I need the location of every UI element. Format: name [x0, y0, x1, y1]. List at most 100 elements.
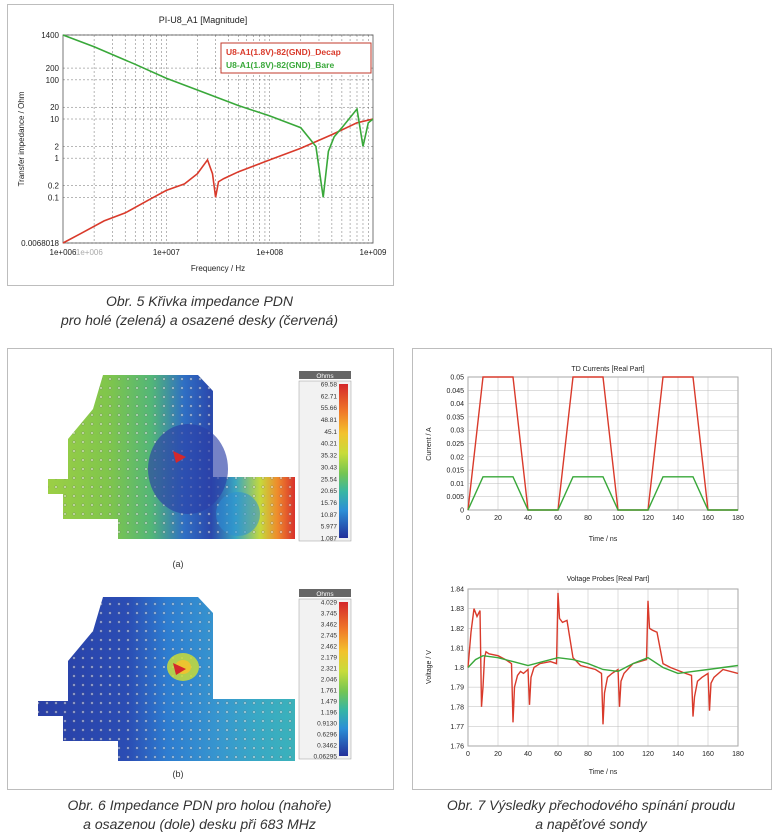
colorbar-tick: 62.71 [321, 393, 338, 400]
fig7-current-xtick: 120 [642, 515, 654, 522]
fig7-current-ytick: 0.035 [446, 414, 464, 421]
colorbar-tick: 40.21 [321, 441, 338, 448]
fig7-current-title: TD Currents [Real Part] [571, 366, 644, 373]
fig5-ylabel: Transfer impedance / Ohm [17, 91, 26, 186]
fig7-voltage-xlabel: Time / ns [589, 769, 618, 776]
fig7-voltage-xtick: 160 [702, 751, 714, 758]
fig7-current-xtick: 20 [494, 515, 502, 522]
fig7-voltage-ytick: 1.82 [450, 626, 464, 633]
probe-marker-b [173, 663, 186, 675]
fig7-current-ytick: 0.005 [446, 494, 464, 501]
fig5-ytick: 100 [46, 76, 60, 85]
fig7-voltage-series-1 [467, 654, 739, 675]
colorbar-tick: 0.6296 [317, 732, 337, 739]
fig7-voltage-xtick: 80 [584, 751, 592, 758]
fig7-voltage-ytick: 1.8 [454, 665, 464, 672]
label-a: (a) [173, 559, 184, 569]
fig7-voltage-title: Voltage Probes [Real Part] [567, 576, 650, 583]
fig7-voltage-xtick: 0 [466, 751, 470, 758]
fig5-caption-line2: pro holé (zelená) a osazené desky (červe… [60, 312, 339, 328]
colorbar-tick: 0.9130 [317, 721, 337, 728]
colorbar-tick: 1.761 [321, 688, 338, 695]
colorbar-tick: 2.745 [321, 633, 338, 640]
fig5-ytick: 0.0068018 [21, 239, 59, 248]
fig7-current-xtick: 60 [554, 515, 562, 522]
fig5-xtick: 1e+007 [153, 248, 180, 257]
fig7-current-series-1 [467, 476, 738, 511]
colorbar-a: Ohms 69.58 62.71 55.66 48.81 45.1 40.21 35.32 3… [298, 371, 352, 543]
fig6-caption: Obr. 6 Impedance PDN pro holou (nahoře) … [7, 796, 392, 834]
fig5-xtick: 1e+006 [76, 248, 103, 257]
impedance-map-bare: (a) [48, 375, 295, 569]
fig5-ytick: 1400 [41, 31, 59, 40]
fig5-title: PI-U8_A1 [Magnitude] [159, 15, 248, 25]
fig7-voltage-ytick: 1.78 [450, 704, 464, 711]
colorbar-tick: 69.58 [321, 382, 338, 389]
fig7-voltage-ytick: 1.83 [450, 606, 464, 613]
colorbar-a-unit: Ohms [316, 373, 334, 380]
fig5-ytick: 1 [55, 154, 60, 163]
fig7-voltage-ytick: 1.76 [450, 744, 464, 751]
colorbar-b: Ohms 4.029 3.745 3.462 2.745 2.462 2.179 2.321… [298, 589, 352, 761]
colorbar-tick: 45.1 [324, 429, 337, 436]
fig7-voltage-series-0 [467, 592, 739, 725]
fig7-frame: TD Currents [Real Part] 0 20 40 60 80 100 120 1… [412, 348, 772, 790]
fig5-chart: PI-U8_A1 [Magnitude] 1400 200 100 20 10 2 1 0.2… [8, 5, 393, 285]
fig7-current-ytick: 0.03 [450, 428, 464, 435]
fig7-voltage-xtick: 40 [524, 751, 532, 758]
fig6-frame: (a) Ohms 69.58 62.71 55.66 48.81 45.1 40.21 35… [7, 348, 394, 790]
fig7-current-xtick: 180 [732, 515, 744, 522]
colorbar-tick: 1.196 [321, 710, 338, 717]
colorbar-tick: 30.43 [321, 464, 338, 471]
fig7-voltage-ylabel: Voltage / V [426, 650, 433, 684]
fig7-current-xtick: 0 [466, 515, 470, 522]
colorbar-tick: 2.321 [321, 666, 338, 673]
fig7-current-xtick: 40 [524, 515, 532, 522]
colorbar-tick: 20.65 [321, 488, 338, 495]
colorbar-tick: 4.029 [321, 600, 338, 607]
colorbar-tick: 3.745 [321, 611, 338, 618]
fig7-current-ytick: 0.025 [446, 441, 464, 448]
fig7-caption-line2: a napěťové sondy [535, 816, 647, 832]
colorbar-tick: 55.66 [321, 405, 338, 412]
fig5-ytick: 200 [46, 64, 60, 73]
fig7-current-xtick: 100 [612, 515, 624, 522]
fig6-caption-line2: a osazenou (dole) desku při 683 MHz [83, 816, 316, 832]
colorbar-tick: 2.046 [321, 677, 338, 684]
fig7-voltage-xtick: 60 [554, 751, 562, 758]
colorbar-tick: 1.087 [321, 536, 338, 543]
fig7-caption-line1: Obr. 7 Výsledky přechodového spínání pro… [446, 797, 736, 813]
colorbar-tick: 2.462 [321, 644, 338, 651]
colorbar-tick: 3.462 [321, 622, 338, 629]
fig7-current-ytick: 0.02 [450, 454, 464, 461]
fig5-series-decap [62, 118, 374, 244]
colorbar-tick: 10.87 [321, 512, 338, 519]
fig7-current-ytick: 0.01 [450, 481, 464, 488]
fig7-current-xtick: 160 [702, 515, 714, 522]
probe-marker-a [173, 451, 186, 463]
fig7-voltage-xtick: 140 [672, 751, 684, 758]
colorbar-tick: 25.54 [321, 476, 338, 483]
fig7-caption: Obr. 7 Výsledky přechodového spínání pro… [412, 796, 770, 834]
fig7-voltage-xtick: 180 [732, 751, 744, 758]
fig7-current-ytick: 0.045 [446, 388, 464, 395]
colorbar-b-unit: Ohms [316, 591, 334, 598]
fig5-ytick: 20 [50, 103, 59, 112]
fig5-legend-decap: U8-A1(1.8V)-82(GND)_Decap [226, 47, 341, 57]
fig5-xtick: 1e+009 [360, 248, 387, 257]
colorbar-tick: 5.977 [321, 524, 338, 531]
fig5-caption: Obr. 5 Křivka impedance PDN pro holé (ze… [7, 292, 392, 330]
impedance-map-populated: (b) [38, 597, 295, 779]
fig7-voltage-xtick: 120 [642, 751, 654, 758]
fig7-current-ytick: 0.015 [446, 468, 464, 475]
fig5-ytick: 2 [55, 142, 60, 151]
fig5-xlabel: Frequency / Hz [191, 264, 245, 273]
colorbar-tick: 15.76 [321, 500, 338, 507]
fig7-current-series-0 [467, 376, 738, 511]
fig5-caption-line1: Obr. 5 Křivka impedance PDN [106, 293, 293, 309]
fig7-current-xlabel: Time / ns [589, 536, 618, 543]
fig6-caption-line1: Obr. 6 Impedance PDN pro holou (nahoře) [67, 797, 332, 813]
label-b: (b) [173, 769, 184, 779]
colorbar-tick: 35.32 [321, 453, 338, 460]
fig5-xtick: 1e+006 [50, 248, 77, 257]
